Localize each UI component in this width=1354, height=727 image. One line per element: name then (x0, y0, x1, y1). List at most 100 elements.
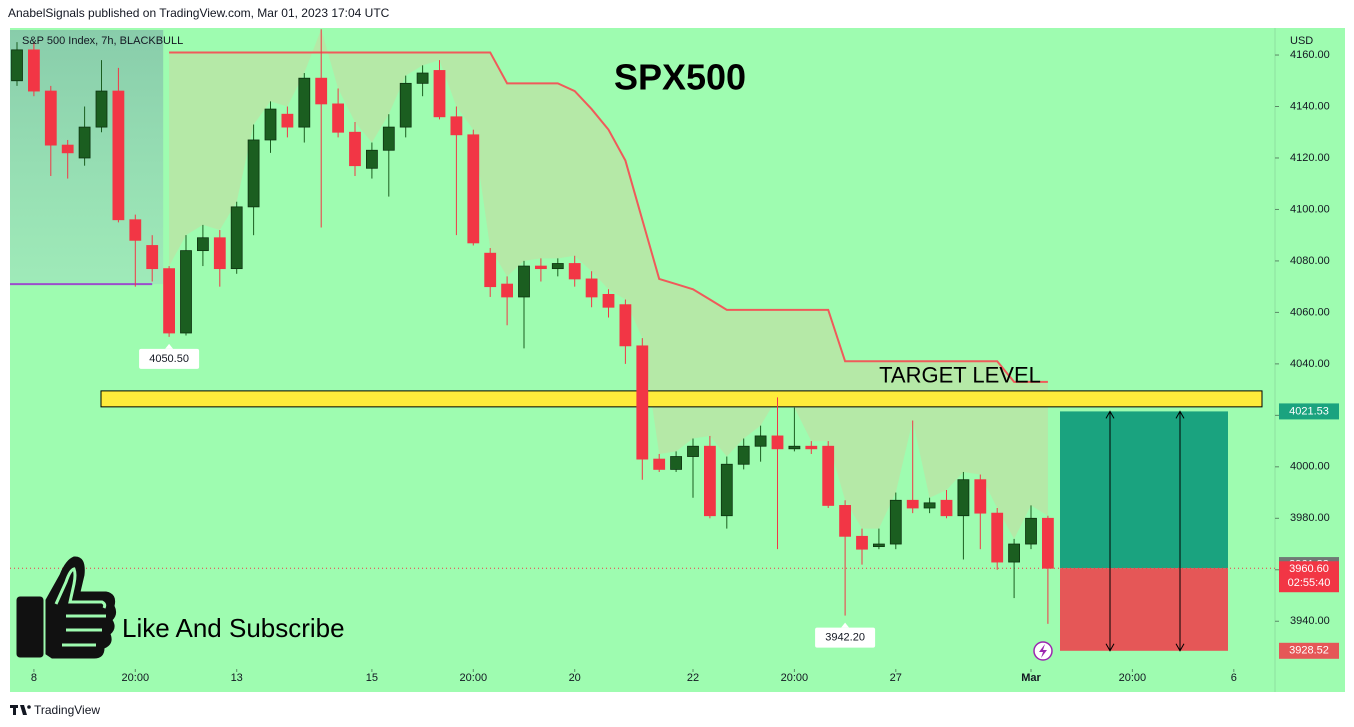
x-tick-label: Mar (1021, 672, 1041, 684)
y-tick-label: 4080.00 (1290, 255, 1330, 267)
candle-body (27, 49, 40, 92)
candle-body (163, 268, 176, 334)
countdown-label: 02:55:40 (1288, 577, 1331, 589)
candle-body (365, 149, 378, 169)
candle-body (112, 90, 125, 221)
x-tick-label: 20:00 (122, 672, 150, 684)
stop-price-label: 3928.52 (1289, 645, 1329, 657)
last-price-label: 3960.60 (1289, 563, 1329, 575)
x-tick-label: 20:00 (460, 672, 488, 684)
candle-body (822, 445, 835, 506)
arrow-head (1105, 643, 1115, 652)
candle-body (856, 535, 868, 550)
low-label: 4050.50 (149, 353, 189, 365)
x-tick-label: 20:00 (1119, 672, 1147, 684)
candle-body (1008, 543, 1020, 563)
candle-body (129, 219, 142, 241)
front-layer: TARGET LEVEL4050.503942.204021.533961.83… (139, 343, 1339, 659)
candle-body (889, 499, 902, 545)
profit-zone (1060, 411, 1228, 569)
candle-body (1025, 517, 1037, 545)
candle-body (653, 458, 666, 470)
candle-body (940, 499, 953, 517)
low-label: 3942.20 (825, 631, 865, 643)
arrow-head (1105, 410, 1115, 419)
chart-title: SPX500 (614, 57, 746, 98)
arrow-head (1175, 410, 1185, 419)
x-tick-label: 20:00 (781, 672, 809, 684)
candle-body (501, 283, 514, 298)
candle-body (467, 134, 480, 244)
candle-body (923, 502, 936, 509)
footer-brand: TradingView (34, 703, 100, 717)
x-tick-label: 20 (569, 672, 581, 684)
candle-body (433, 70, 446, 118)
x-tick-label: 8 (31, 672, 37, 684)
candle-body (906, 499, 919, 509)
candle-body (754, 435, 767, 447)
target-price-tag (1279, 403, 1339, 420)
y-tick-label: 4140.00 (1290, 100, 1330, 112)
candle-body (382, 126, 395, 151)
candle-body (95, 90, 108, 128)
candle-body (585, 278, 598, 298)
target-zone (100, 390, 1263, 408)
event-marker (1033, 641, 1053, 661)
loss-zone (1060, 568, 1228, 651)
candle-body (974, 479, 987, 514)
candle-body (551, 263, 564, 270)
x-tick-label: 13 (231, 672, 243, 684)
candle-body (568, 263, 581, 280)
candle-body (213, 237, 226, 270)
candle-body (788, 445, 801, 450)
candle-body (450, 116, 463, 136)
candle-body (298, 77, 311, 128)
candle-body (518, 265, 530, 298)
candle-body (281, 113, 294, 128)
candle-body (873, 543, 885, 548)
candle-body (196, 237, 209, 252)
stop-price-tag (1279, 642, 1339, 659)
arrow-head (1175, 643, 1185, 652)
promo-text: Like And Subscribe (122, 613, 345, 643)
x-tick-label: 27 (890, 672, 902, 684)
candle-body (602, 293, 615, 308)
candle-body (230, 206, 243, 270)
candle-body (332, 103, 345, 133)
candle-body (315, 77, 328, 105)
candle-body (399, 82, 412, 128)
low-label-box (815, 627, 876, 648)
candle-body (619, 304, 632, 347)
candle-body (264, 108, 277, 141)
candle-body (180, 250, 192, 334)
trail-line (169, 51, 1048, 383)
target-price-label: 4021.53 (1289, 405, 1329, 417)
candle-body (771, 435, 784, 450)
y-tick-label: 3980.00 (1290, 512, 1330, 524)
candle-body (416, 72, 429, 84)
y-tick-label: 4000.00 (1290, 461, 1330, 473)
candle-body (720, 463, 733, 517)
low-label-pointer (841, 622, 850, 628)
x-tick-label: 6 (1231, 672, 1237, 684)
candle-body (704, 445, 716, 517)
candle-body (839, 505, 851, 537)
candle-body (670, 456, 682, 470)
candle-body (1042, 517, 1054, 569)
y-tick-label: 4160.00 (1290, 49, 1330, 61)
trail-fill (169, 29, 1048, 539)
candle-body (484, 252, 497, 288)
candle-body (687, 445, 699, 457)
candle-body (991, 512, 1004, 563)
y-tick-label: 4040.00 (1290, 358, 1330, 370)
back-layer: 3940.003960.003980.004000.004020.004040.… (10, 28, 1330, 692)
candle-body (146, 245, 159, 270)
candle-body (349, 131, 361, 167)
candle-body (11, 49, 23, 82)
x-tick-label: 22 (687, 672, 699, 684)
candle-body (737, 445, 750, 465)
candle-body (247, 139, 260, 208)
tv-logo (10, 705, 31, 715)
